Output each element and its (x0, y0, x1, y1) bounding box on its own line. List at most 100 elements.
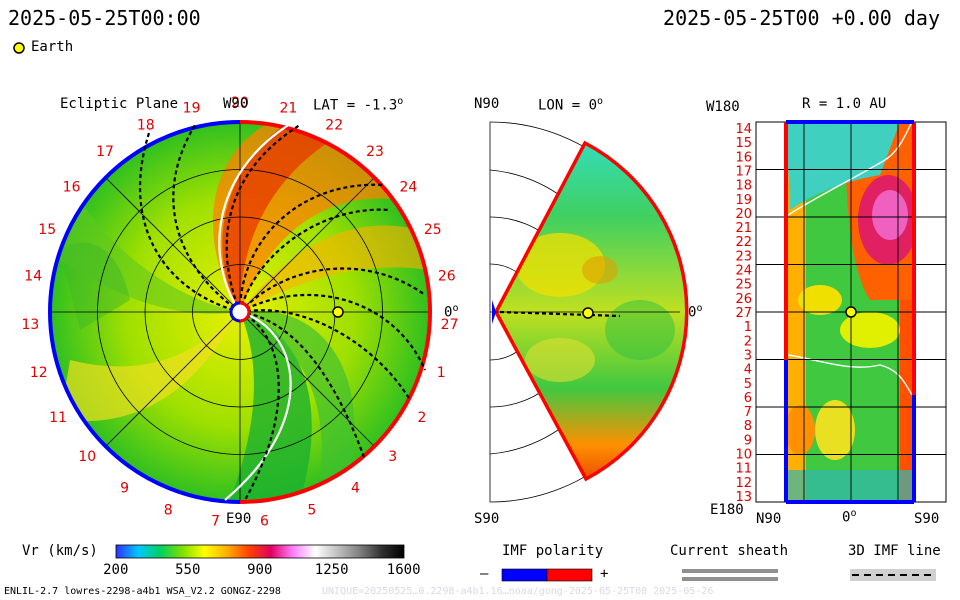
imf-polarity-plus: + (600, 566, 609, 582)
sector-label: 2 (417, 410, 426, 426)
radial-y-tick: 17 (735, 165, 752, 180)
ecliptic-title: Ecliptic Plane (60, 96, 179, 112)
radial-panel: 1415161718192021222324252627123456789101… (735, 120, 947, 505)
sector-label: 26 (438, 269, 456, 285)
radial-y-tick: 11 (735, 462, 752, 477)
radial-x-label-n90: N90 (756, 511, 782, 527)
sector-label: 10 (78, 449, 96, 465)
sector-label: 17 (96, 144, 114, 160)
sector-label: 8 (164, 502, 173, 518)
sector-label: 22 (325, 117, 343, 133)
radial-y-tick: 22 (735, 235, 752, 250)
colorbar-gradient (115, 544, 405, 559)
radial-y-tick: 23 (735, 249, 752, 264)
radial-y-tick: 27 (735, 306, 752, 321)
sector-label: 23 (366, 144, 384, 160)
sector-label: 18 (137, 117, 155, 133)
radial-y-tick-labels: 1415161718192021222324252627123456789101… (735, 122, 752, 505)
imf-line-title: 3D IMF line (848, 543, 941, 559)
colorbar-tick-label: 1600 (386, 562, 421, 578)
imf-polarity-title: IMF polarity (502, 543, 604, 559)
sector-label: 5 (307, 502, 316, 518)
radial-y-tick: 9 (744, 433, 752, 448)
sector-label: 27 (441, 317, 459, 333)
radial-current-sheath (787, 121, 913, 396)
radial-x-label-s90: S90 (914, 511, 940, 527)
radial-y-tick: 15 (735, 136, 752, 151)
radial-y-tick: 13 (735, 490, 752, 505)
radial-y-tick: 6 (744, 391, 752, 406)
sector-label: 19 (183, 101, 201, 117)
sector-label: 6 (260, 514, 269, 530)
ecliptic-bottom-label: E90 (226, 511, 252, 527)
ecliptic-top-label: W90 (223, 96, 249, 112)
radial-y-tick: 2 (744, 334, 752, 349)
sector-label: 16 (63, 180, 81, 196)
earth-marker-ecliptic (332, 306, 344, 318)
header-left-datetime: 2025-05-25T00:00 (8, 6, 201, 30)
ecliptic-sector-labels: 20 21222324252627123456789101112131415161… (21, 95, 458, 530)
sector-label: 21 (279, 101, 297, 117)
sector-label: 9 (120, 481, 129, 497)
sector-label: 7 (211, 514, 220, 530)
sector-label: 11 (49, 410, 67, 426)
ecliptic-current-sheath (218, 123, 292, 501)
colorbar-tick-label: 550 (175, 562, 201, 578)
radial-x-label-0: 0o (842, 508, 857, 526)
sector-label: 4 (351, 481, 360, 497)
radial-y-tick: 3 (744, 349, 752, 364)
radial-y-tick: 26 (735, 292, 752, 307)
radial-y-tick: 21 (735, 221, 752, 236)
radial-y-tick: 5 (744, 377, 752, 392)
ecliptic-right-label: 0o (444, 303, 459, 321)
meridional-bottom-label: S90 (474, 511, 500, 527)
radial-y-tick: 25 (735, 278, 752, 293)
sector-label: 14 (24, 269, 42, 285)
meridional-lon-label: LON = 0o (538, 96, 604, 114)
radial-y-tick: 16 (735, 150, 752, 165)
ecliptic-polarity-rim (48, 120, 432, 504)
colorbar-tick-label: 200 (103, 562, 129, 578)
earth-marker-meridional (582, 307, 594, 319)
sector-label: 13 (21, 317, 39, 333)
sector-label: 20 (231, 95, 249, 111)
radial-y-tick: 14 (735, 122, 752, 137)
colorbar-tick-label: 900 (247, 562, 273, 578)
colorbar (115, 544, 405, 559)
radial-y-tick: 18 (735, 179, 752, 194)
meridional-imf-line (499, 310, 621, 318)
colorbar-tick-label: 1250 (314, 562, 349, 578)
radial-y-tick: 20 (735, 207, 752, 222)
radial-y-tick: 7 (744, 405, 752, 420)
ecliptic-lat-label: LAT = -1.3o (313, 96, 404, 114)
meridional-polarity-rim (494, 140, 689, 482)
sector-label: 1 (437, 365, 446, 381)
colorbar-label: Vr (km/s) (22, 543, 98, 559)
radial-y-tick: 1 (744, 320, 752, 335)
radial-y-tick: 10 (735, 448, 752, 463)
imf-line-legend (850, 569, 936, 581)
radial-bottom-left-label: E180 (710, 502, 744, 518)
current-sheath-legend (682, 569, 778, 581)
earth-marker-radial (845, 306, 857, 318)
ecliptic-panel: 20 21222324252627123456789101112131415161… (21, 95, 458, 530)
radial-y-tick: 24 (735, 264, 752, 279)
meridional-top-label: N90 (474, 96, 500, 112)
current-sheath-title: Current sheath (670, 543, 789, 559)
radial-top-left-label: W180 (706, 99, 740, 115)
ecliptic-imf-lines (138, 124, 427, 501)
header-right-datetime: 2025-05-25T00 +0.00 day (663, 6, 940, 30)
earth-legend-label: Earth (31, 39, 74, 55)
faint-run-info: UNIQUE=20250525…0.2298-a4b1.16…noaa/gong… (322, 586, 714, 597)
radial-y-tick: 12 (735, 476, 752, 491)
radial-title: R = 1.0 AU (802, 96, 887, 112)
earth-legend-icon (13, 42, 25, 54)
radial-y-tick: 4 (744, 363, 752, 378)
sector-label: 25 (424, 222, 442, 238)
radial-polarity-borders (784, 120, 916, 504)
imf-polarity-minus: – (480, 566, 489, 582)
meridional-right-label: 0o (688, 303, 703, 321)
meridional-panel (489, 121, 689, 503)
model-info: ENLIL-2.7 lowres-2298-a4b1 WSA_V2.2 GONG… (4, 586, 281, 597)
